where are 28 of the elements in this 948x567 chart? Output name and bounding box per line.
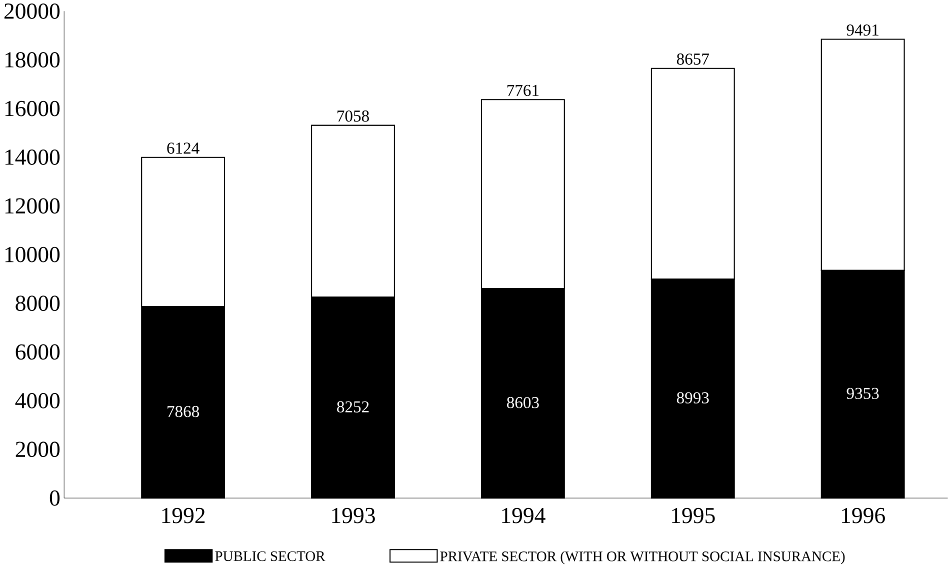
x-tick-label: 1994	[502, 508, 546, 524]
data-label: 7761	[507, 84, 539, 96]
data-label: 8252	[337, 401, 369, 413]
y-tick-label: 8000	[16, 296, 60, 312]
data-label: 9353	[846, 388, 879, 400]
y-tick-label: 18000	[5, 52, 60, 68]
legend-label: PUBLIC SECTOR	[215, 551, 326, 562]
data-label: 8993	[676, 392, 709, 404]
y-tick-label: 16000	[5, 100, 60, 116]
x-tick-label: 1993	[332, 508, 375, 524]
data-label: 9491	[846, 24, 878, 36]
x-tick-label: 1995	[672, 508, 715, 524]
y-tick-label: 6000	[16, 344, 60, 360]
data-label: 8657	[676, 54, 709, 65]
data-label: 6124	[167, 142, 200, 154]
y-tick-label: 10000	[5, 246, 60, 262]
data-label: 7058	[338, 110, 369, 122]
y-tick-label: 14000	[5, 150, 60, 165]
y-tick-label: 2000	[16, 442, 60, 458]
data-label: 8603	[506, 397, 539, 408]
data-label: 7868	[168, 406, 199, 418]
y-tick-label: 12000	[5, 198, 60, 214]
y-tick-label: 0	[50, 490, 60, 506]
x-tick-label: 1992	[162, 508, 205, 524]
legend-label: PRIVATE SECTOR (WITH OR WITHOUT SOCIAL INSURANCE)	[440, 551, 845, 564]
x-tick-label: 1996	[842, 508, 885, 524]
y-tick-label: 20000	[4, 4, 60, 19]
y-tick-label: 4000	[15, 393, 60, 408]
